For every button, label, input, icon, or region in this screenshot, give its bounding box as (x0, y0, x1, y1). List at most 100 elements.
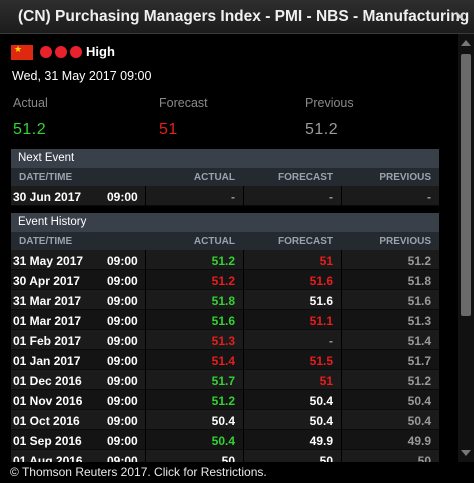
table-row[interactable]: 01 Nov 2016 09:00 51.2 50.4 50.4 (11, 390, 439, 410)
row-forecast: 51 (319, 254, 333, 268)
row-actual: - (231, 190, 235, 204)
col-actual: ACTUAL (193, 172, 235, 183)
row-forecast: 49.9 (309, 434, 333, 448)
row-forecast: 51 (319, 374, 333, 388)
scroll-thumb[interactable] (461, 54, 471, 316)
column-divider (243, 310, 244, 330)
column-divider (341, 310, 342, 330)
china-flag-icon: ★ (11, 44, 33, 60)
row-forecast: 50.4 (309, 414, 333, 428)
next-event-rows: 30 Jun 2017 09:00 - - - (11, 186, 439, 206)
row-actual: 50.4 (211, 434, 235, 448)
close-icon[interactable]: ✕ (454, 9, 467, 26)
row-actual: 51.3 (211, 334, 235, 348)
column-divider (341, 430, 342, 450)
row-actual: 51.7 (211, 374, 235, 388)
column-divider (145, 250, 146, 270)
next-event-column-headers: DATE/TIME ACTUAL FORECAST PREVIOUS (11, 168, 439, 186)
column-divider (243, 370, 244, 390)
footer-restrictions-link[interactable]: © Thomson Reuters 2017. Click for Restri… (0, 462, 474, 483)
row-date: 01 Jan 2017 (13, 354, 81, 368)
column-divider (145, 186, 146, 206)
column-divider (341, 350, 342, 370)
column-divider (243, 270, 244, 290)
row-time: 09:00 (107, 434, 138, 448)
column-divider (243, 410, 244, 430)
table-row[interactable]: 01 Sep 2016 09:00 50.4 49.9 49.9 (11, 430, 439, 450)
column-divider (243, 350, 244, 370)
row-actual: 50.4 (211, 414, 235, 428)
importance-dot-icon (40, 46, 52, 58)
row-previous: 51.8 (407, 274, 431, 288)
row-date: 01 Mar 2017 (13, 314, 82, 328)
row-actual: 51.2 (211, 394, 235, 408)
table-row[interactable]: 01 Dec 2016 09:00 51.7 51 51.2 (11, 370, 439, 390)
table-row[interactable]: 31 May 2017 09:00 51.2 51 51.2 (11, 250, 439, 270)
row-date: 01 Oct 2016 (13, 414, 80, 428)
row-date: 01 Dec 2016 (13, 374, 82, 388)
row-actual: 51.6 (211, 314, 235, 328)
row-previous: 49.9 (407, 434, 431, 448)
table-row[interactable]: 30 Apr 2017 09:00 51.2 51.6 51.8 (11, 270, 439, 290)
column-divider (145, 450, 146, 470)
col-forecast: FORECAST (278, 172, 333, 183)
row-time: 09:00 (107, 190, 138, 204)
row-time: 09:00 (107, 394, 138, 408)
scroll-up-icon[interactable] (461, 40, 471, 46)
column-divider (243, 330, 244, 350)
column-divider (341, 270, 342, 290)
table-row[interactable]: 01 Feb 2017 09:00 51.3 - 51.4 (11, 330, 439, 350)
col-previous: PREVIOUS (379, 172, 431, 183)
event-history-column-headers: DATE/TIME ACTUAL FORECAST PREVIOUS (11, 232, 439, 250)
row-forecast: 50.4 (309, 394, 333, 408)
event-history-section: Event History DATE/TIME ACTUAL FORECAST … (11, 213, 439, 470)
column-divider (145, 430, 146, 450)
column-divider (145, 390, 146, 410)
row-time: 09:00 (107, 414, 138, 428)
table-row[interactable]: 31 Mar 2017 09:00 51.8 51.6 51.6 (11, 290, 439, 310)
column-divider (341, 390, 342, 410)
row-time: 09:00 (107, 294, 138, 308)
scroll-down-icon[interactable] (461, 450, 471, 456)
column-divider (341, 330, 342, 350)
column-divider (243, 250, 244, 270)
column-divider (243, 390, 244, 410)
row-previous: - (427, 190, 431, 204)
row-actual: 51.4 (211, 354, 235, 368)
importance-dot-icon (70, 46, 82, 58)
column-divider (243, 186, 244, 206)
table-row[interactable]: 01 Mar 2017 09:00 51.6 51.1 51.3 (11, 310, 439, 330)
column-divider (243, 450, 244, 470)
row-previous: 51.6 (407, 294, 431, 308)
actual-label: Actual (13, 96, 48, 110)
table-row[interactable]: 30 Jun 2017 09:00 - - - (11, 186, 439, 206)
row-previous: 50.4 (407, 414, 431, 428)
row-forecast: 51.6 (309, 274, 333, 288)
column-divider (341, 250, 342, 270)
row-time: 09:00 (107, 314, 138, 328)
row-time: 09:00 (107, 374, 138, 388)
event-history-rows: 31 May 2017 09:00 51.2 51 51.2 30 Apr 2017 09:… (11, 250, 439, 470)
row-forecast: - (329, 334, 333, 348)
importance-label: High (86, 44, 115, 59)
table-row[interactable]: 01 Jan 2017 09:00 51.4 51.5 51.7 (11, 350, 439, 370)
row-actual: 51.2 (211, 254, 235, 268)
table-row[interactable]: 01 Oct 2016 09:00 50.4 50.4 50.4 (11, 410, 439, 430)
row-forecast: 51.6 (309, 294, 333, 308)
forecast-label: Forecast (159, 96, 208, 110)
row-previous: 51.3 (407, 314, 431, 328)
importance-dot-icon (55, 46, 67, 58)
vertical-scrollbar[interactable] (458, 34, 474, 462)
row-forecast: - (329, 190, 333, 204)
row-previous: 51.2 (407, 374, 431, 388)
col-datetime: DATE/TIME (19, 236, 73, 247)
col-previous: PREVIOUS (379, 236, 431, 247)
row-actual: 51.2 (211, 274, 235, 288)
column-divider (243, 290, 244, 310)
row-forecast: 51.5 (309, 354, 333, 368)
column-divider (341, 370, 342, 390)
row-time: 09:00 (107, 354, 138, 368)
event-history-header: Event History (11, 213, 439, 232)
event-datetime: Wed, 31 May 2017 09:00 (12, 69, 152, 83)
title-bar[interactable]: (CN) Purchasing Managers Index - PMI - N… (0, 0, 474, 34)
